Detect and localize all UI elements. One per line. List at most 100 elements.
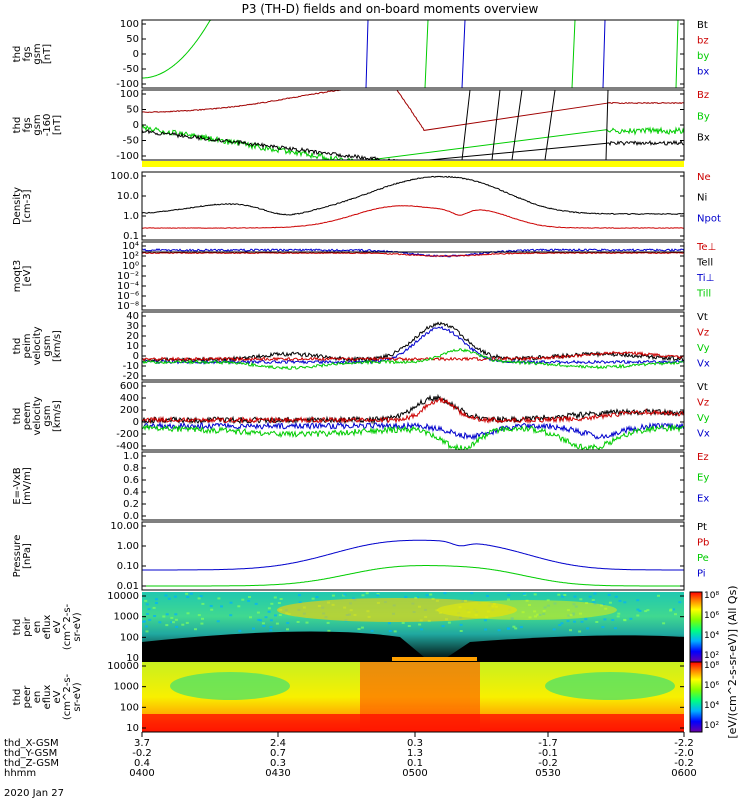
colorbar-tick: 10⁸: [704, 591, 719, 601]
ytick-label: 10.00: [110, 521, 139, 532]
spectrogram-pixel: [678, 601, 681, 603]
spectrogram-pixel: [316, 596, 319, 598]
spectrogram-pixel: [268, 607, 271, 609]
spectrogram-pixel: [442, 625, 445, 627]
spectrogram-pixel: [146, 613, 149, 615]
spectrogram-pixel: [420, 628, 423, 630]
colorbar: [690, 592, 702, 662]
ytick-label: 0: [133, 417, 139, 428]
spectrogram-pixel: [408, 625, 411, 627]
xaxis-value: 0400: [129, 768, 154, 779]
spectrogram-pixel: [280, 598, 283, 600]
spectrogram-pixel: [255, 603, 258, 605]
spectrogram-pixel: [507, 628, 510, 630]
spectrogram-pixel: [217, 620, 220, 622]
spectrogram-pixel: [174, 613, 177, 615]
panel-density: 100.010.01.00.1Density [cm-3]NeNiNpot: [12, 171, 721, 242]
spectrogram-pixel: [371, 630, 374, 632]
spectrogram-pixel: [460, 630, 463, 632]
spectrogram-pixel: [507, 594, 510, 596]
spectrogram-pixel: [623, 619, 626, 621]
spectrogram-pixel: [269, 629, 272, 631]
panel-peir: 10000100010010thd peir en eflux eV (cm^2-s-sr…: [12, 591, 684, 664]
spectrogram-pixel: [186, 596, 189, 598]
spectrogram-pixel: [418, 624, 421, 626]
spectrogram-pixel: [229, 614, 232, 616]
ylabel-line: [km/s]: [52, 330, 63, 362]
spectrogram-pixel: [185, 593, 188, 595]
spectrogram-pixel: [589, 596, 592, 598]
ytick-label: 1000: [114, 682, 139, 693]
spectrogram-pixel: [146, 603, 149, 605]
spectrogram-pixel: [262, 622, 265, 624]
spectrogram-pixel: [146, 630, 149, 632]
spectrogram-pixel: [560, 622, 563, 624]
panel-peem: 6004002000-200-400 thd peem velocity gsm [km/…: [12, 381, 710, 452]
spectrogram-pixel: [155, 602, 158, 604]
colorbar-tick: 10⁶: [704, 611, 719, 621]
spectrogram-pixel: [623, 601, 626, 603]
ytick-label: 10.0: [117, 191, 139, 202]
legend-Te⊥: Te⊥: [696, 242, 716, 253]
spectrogram-pixel: [569, 629, 572, 631]
spectrogram-pixel: [274, 614, 277, 616]
spectrogram-pixel: [402, 622, 405, 624]
spectrogram-pixel: [286, 622, 289, 624]
spectrogram-pixel: [186, 622, 189, 624]
spectrogram-pixel: [404, 596, 407, 598]
panel-peer: 10000100010010thd peer en eflux eV (cm^2-s-sr…: [12, 661, 684, 734]
spectrogram-pixel: [220, 605, 223, 607]
spectrogram-pixel: [279, 614, 282, 616]
spectrogram-pixel: [217, 597, 220, 599]
spectrogram-pixel: [230, 602, 233, 604]
spectrogram-pixel: [327, 622, 330, 624]
panel-background: [142, 20, 684, 88]
spectrogram-pixel: [155, 598, 158, 600]
panel-fgs_clip: 100 50 0 -50 -100 thd fgs gsm -160 [nT] Bz By Bx: [12, 89, 710, 167]
spectrogram-pixel: [181, 624, 184, 626]
ytick-label: 100.0: [110, 171, 139, 182]
ytick-label: 10: [126, 723, 139, 734]
spectrogram-pixel: [470, 592, 473, 594]
legend-By: By: [697, 111, 710, 122]
spectrogram-pixel: [190, 593, 193, 595]
spectrogram-pixel: [268, 611, 271, 613]
ytick-label: 0.2: [123, 499, 139, 510]
spectrogram-pixel: [298, 594, 301, 596]
spectrogram-pixel: [657, 595, 660, 597]
spectrogram-pixel: [376, 594, 379, 596]
spectrogram-pixel: [567, 620, 570, 622]
legend-Vx: Vx: [697, 429, 710, 440]
spectrogram-pixel: [563, 594, 566, 596]
spectrogram-pixel: [611, 619, 614, 621]
mode-bar: [142, 161, 684, 167]
spectrogram-pixel: [662, 622, 665, 624]
colorbar-label: [eV/(cm^2-s-sr-eV)] (All Qs): [726, 585, 739, 738]
spectrogram-pixel: [629, 618, 632, 620]
colorbar-tick: 10⁴: [704, 631, 719, 641]
spectrogram-pixel: [248, 596, 251, 598]
spectrogram-pixel: [312, 598, 315, 600]
ylabel-line: [nPa]: [22, 543, 33, 569]
spectrogram-pixel: [168, 598, 171, 600]
spectrogram-pixel: [187, 612, 190, 614]
spectrogram-pixel: [514, 627, 517, 629]
legend-Ni: Ni: [697, 193, 707, 204]
legend-Npot: Npot: [697, 213, 721, 224]
xaxis-value: 0600: [671, 768, 696, 779]
spectrogram-pixel: [210, 605, 213, 607]
panel-peim: 403020100-10-20thd peim velocity gsm [km/s]V…: [12, 311, 710, 382]
ytick-label: 10000: [107, 661, 139, 672]
panel-background: [142, 522, 684, 590]
legend-Ez: Ez: [697, 452, 709, 463]
spectrogram-pixel: [170, 617, 173, 619]
spectrogram-pixel: [241, 599, 244, 601]
spectrogram-pixel: [249, 616, 252, 618]
spectrogram-pixel: [270, 603, 273, 605]
spectrogram-pixel: [257, 619, 260, 621]
colorbar-tick: 10²: [704, 721, 719, 731]
spectrogram-pixel: [601, 626, 604, 628]
spectrogram-pixel: [238, 630, 241, 632]
spectrogram-pixel: [297, 621, 300, 623]
